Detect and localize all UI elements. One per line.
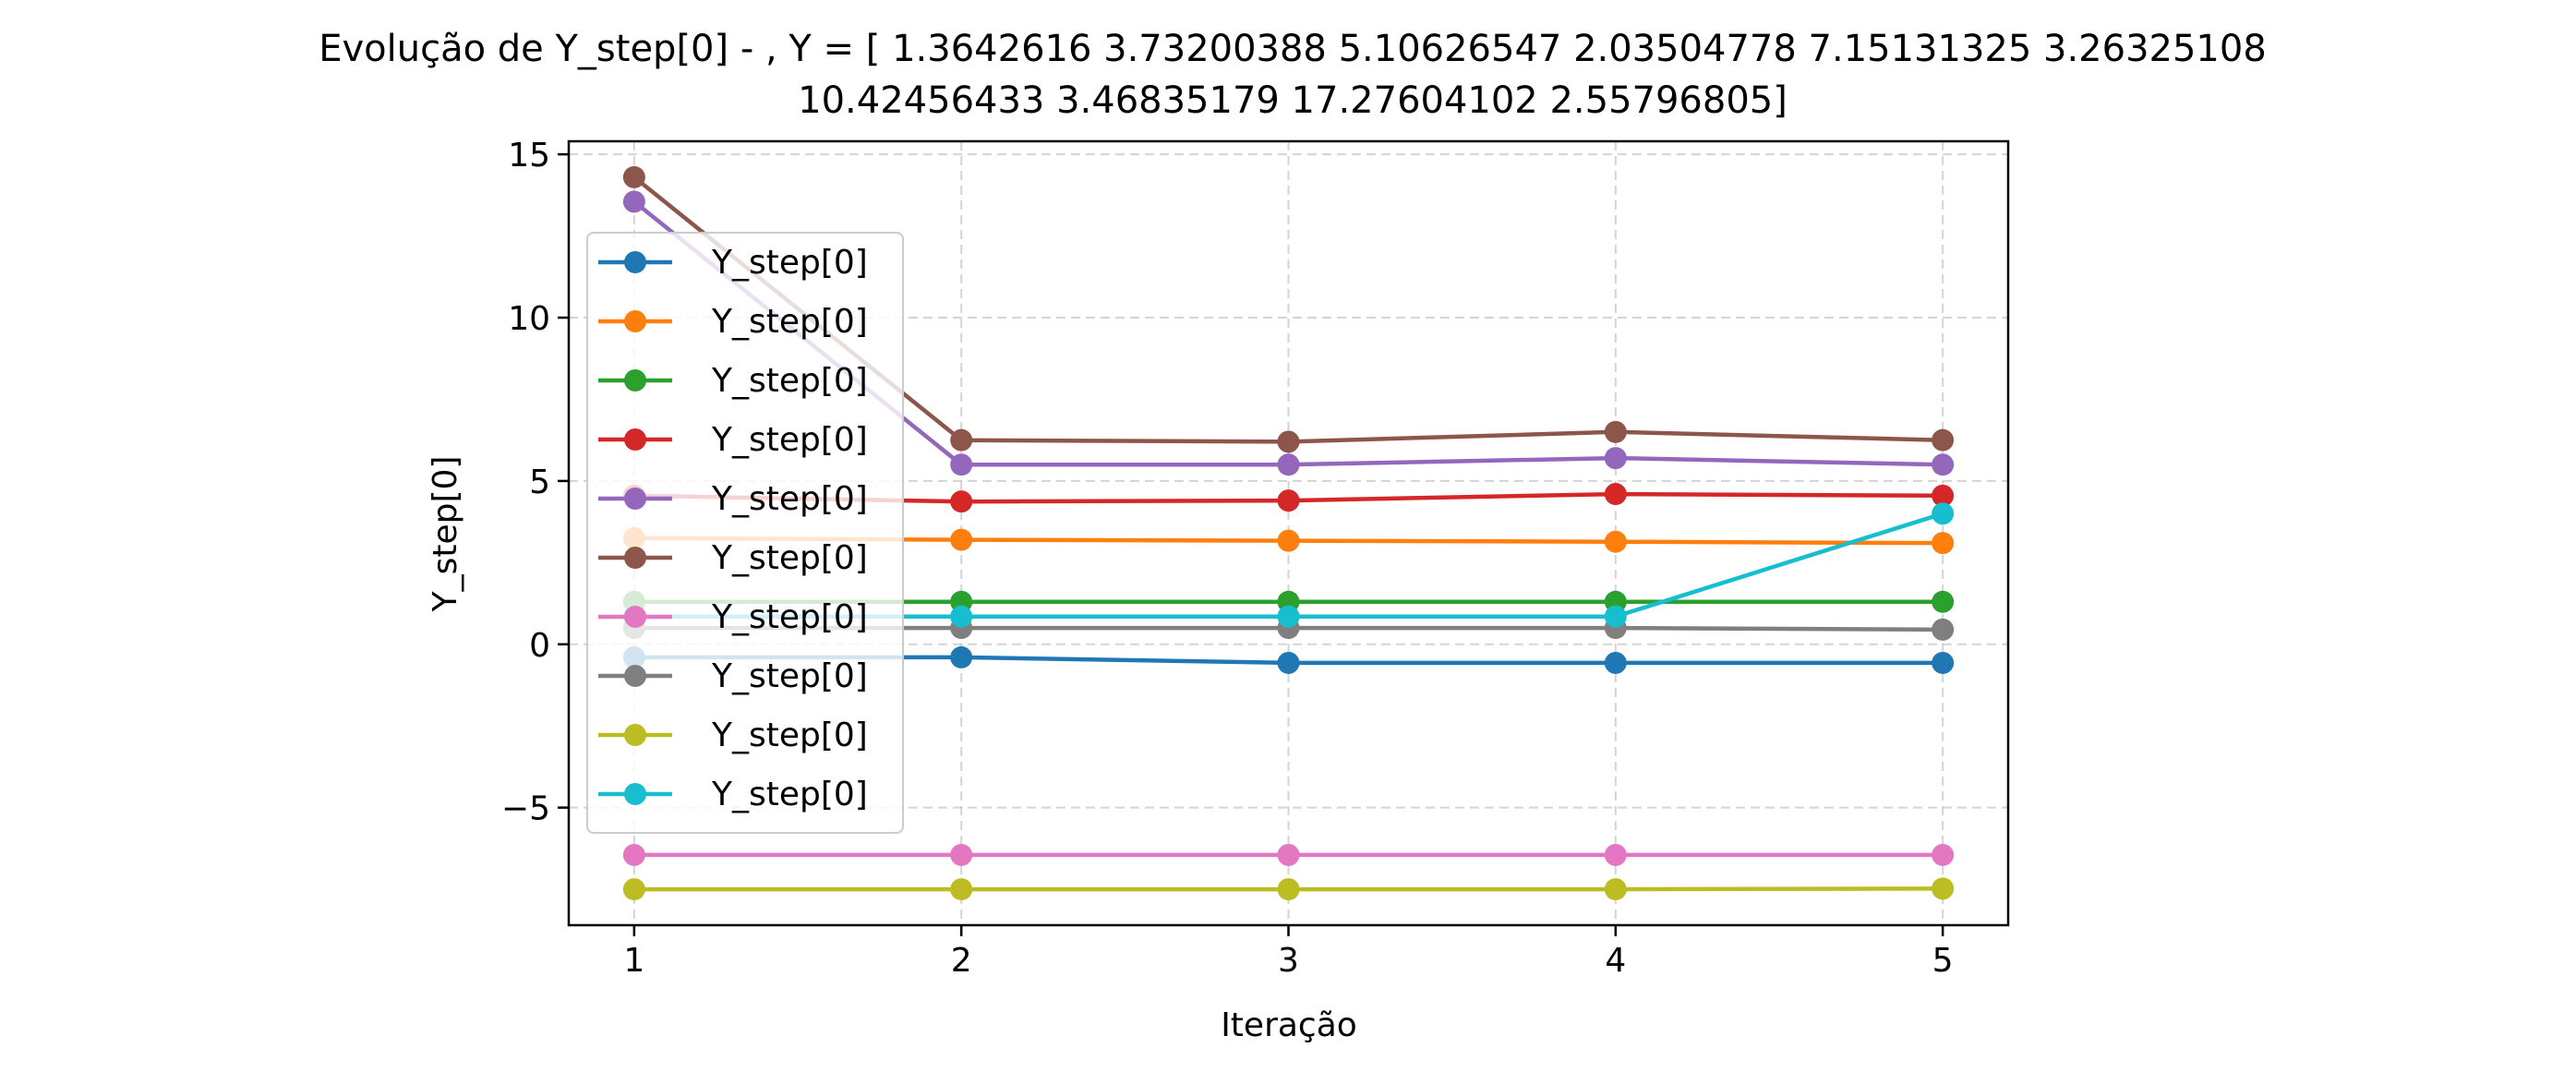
legend-marker bbox=[624, 547, 646, 569]
legend-item: Y_step[0] bbox=[598, 303, 868, 341]
data-point bbox=[1932, 428, 1955, 452]
legend-label: Y_step[0] bbox=[711, 717, 868, 754]
x-tick-label: 1 bbox=[623, 942, 644, 980]
legend-label: Y_step[0] bbox=[711, 244, 868, 282]
data-point bbox=[622, 843, 645, 866]
data-point bbox=[1932, 502, 1955, 525]
data-point bbox=[950, 645, 973, 668]
x-axis-ticks: 1 2 3 4 5 bbox=[623, 925, 1954, 980]
data-point bbox=[1277, 605, 1300, 628]
legend-item: Y_step[0] bbox=[598, 598, 868, 636]
legend-label: Y_step[0] bbox=[711, 421, 868, 459]
legend-label: Y_step[0] bbox=[711, 776, 868, 813]
series-7 bbox=[622, 843, 1955, 866]
legend-item: Y_step[0] bbox=[598, 657, 868, 695]
data-point bbox=[950, 490, 973, 513]
legend-marker bbox=[624, 665, 646, 687]
data-point bbox=[1932, 877, 1955, 900]
data-point bbox=[622, 878, 645, 901]
data-point bbox=[1932, 532, 1955, 555]
data-point bbox=[1277, 878, 1300, 901]
data-point bbox=[1604, 447, 1627, 470]
y-tick-label: 15 bbox=[508, 137, 550, 175]
data-point bbox=[1604, 843, 1627, 866]
legend-item: Y_step[0] bbox=[598, 362, 868, 400]
data-point bbox=[1932, 484, 1955, 507]
legend-item: Y_step[0] bbox=[598, 480, 868, 518]
legend: Y_step[0] Y_step[0] Y_step[0] Y_step[0] Y_st… bbox=[586, 232, 904, 834]
legend-marker bbox=[624, 310, 646, 332]
data-point bbox=[622, 190, 645, 213]
data-point bbox=[1277, 489, 1300, 512]
y-axis-label: Y_step[0] bbox=[427, 456, 464, 613]
data-point bbox=[1932, 651, 1955, 674]
data-point bbox=[1277, 843, 1300, 866]
data-point bbox=[950, 843, 973, 866]
data-point bbox=[1932, 590, 1955, 613]
x-tick-label: 4 bbox=[1605, 942, 1626, 980]
chart-title-line-2: 10.42456433 3.46835179 17.27604102 2.557… bbox=[798, 79, 1788, 122]
data-point bbox=[950, 453, 973, 476]
legend-marker bbox=[624, 488, 646, 510]
chart-title-line-1: Evolução de Y_step[0] - , Y = [ 1.364261… bbox=[319, 28, 2267, 70]
legend-marker bbox=[624, 724, 646, 746]
y-tick-label: 5 bbox=[529, 464, 550, 501]
data-point bbox=[1277, 651, 1300, 674]
x-tick-label: 5 bbox=[1932, 942, 1954, 980]
data-point bbox=[950, 428, 973, 452]
legend-item: Y_step[0] bbox=[598, 421, 868, 459]
data-point bbox=[950, 605, 973, 628]
data-point bbox=[1604, 605, 1627, 628]
legend-item: Y_step[0] bbox=[598, 539, 868, 577]
data-point bbox=[1604, 420, 1627, 443]
data-point bbox=[1932, 618, 1955, 641]
data-point bbox=[950, 528, 973, 551]
y-tick-label: 10 bbox=[508, 300, 550, 338]
data-point bbox=[1277, 430, 1300, 453]
legend-marker bbox=[624, 369, 646, 391]
series-9 bbox=[622, 877, 1955, 901]
x-tick-label: 2 bbox=[951, 942, 972, 980]
data-point bbox=[1277, 529, 1300, 552]
y-tick-label: −5 bbox=[501, 790, 550, 828]
data-point bbox=[1932, 453, 1955, 476]
data-point bbox=[1604, 530, 1627, 553]
data-point bbox=[1604, 651, 1627, 674]
y-tick-label: 0 bbox=[529, 627, 550, 665]
data-point bbox=[1604, 878, 1627, 901]
legend-label: Y_step[0] bbox=[711, 598, 868, 636]
legend-marker bbox=[624, 606, 646, 628]
legend-marker bbox=[624, 783, 646, 805]
data-point bbox=[950, 878, 973, 901]
legend-label: Y_step[0] bbox=[711, 657, 868, 695]
data-point bbox=[1604, 483, 1627, 506]
data-point bbox=[622, 165, 645, 188]
legend-label: Y_step[0] bbox=[711, 539, 868, 577]
data-point bbox=[1277, 453, 1300, 476]
legend-item: Y_step[0] bbox=[598, 717, 868, 754]
legend-marker bbox=[624, 428, 646, 451]
legend-label: Y_step[0] bbox=[711, 362, 868, 400]
legend-item: Y_step[0] bbox=[598, 776, 868, 813]
legend-marker bbox=[624, 251, 646, 273]
x-axis-label: Iteração bbox=[1221, 1006, 1357, 1044]
legend-label: Y_step[0] bbox=[711, 303, 868, 341]
data-point bbox=[1932, 843, 1955, 866]
legend-box bbox=[586, 232, 904, 834]
legend-label: Y_step[0] bbox=[711, 480, 868, 518]
legend-item: Y_step[0] bbox=[598, 244, 868, 282]
y-axis-ticks: −5 0 5 10 15 bbox=[501, 137, 569, 828]
x-tick-label: 3 bbox=[1278, 942, 1299, 980]
